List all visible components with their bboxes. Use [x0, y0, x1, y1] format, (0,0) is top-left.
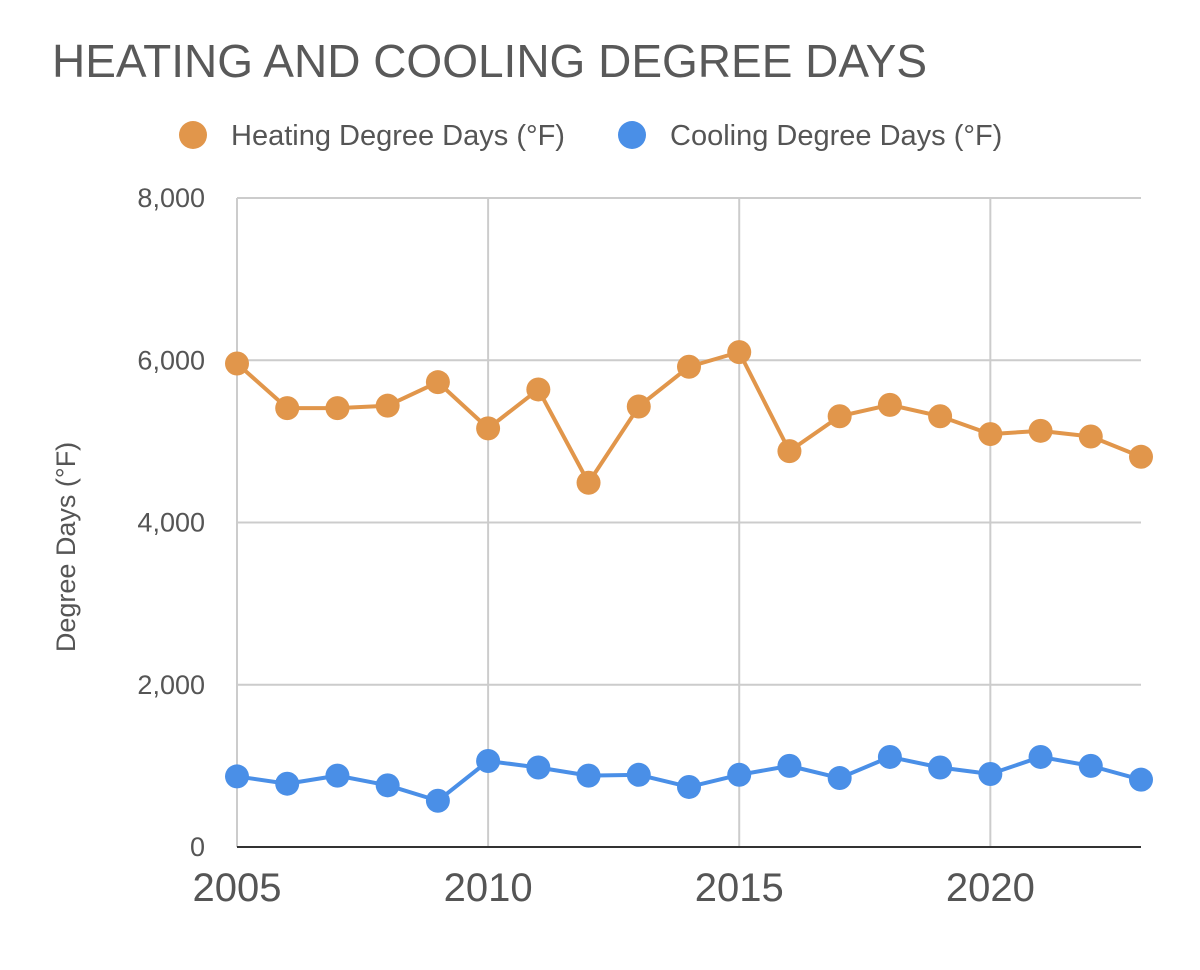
- data-point-cooling[interactable]: [275, 771, 300, 796]
- data-point-heating[interactable]: [677, 354, 701, 379]
- data-point-heating[interactable]: [978, 422, 1003, 447]
- data-point-cooling[interactable]: [476, 749, 501, 774]
- data-point-heating[interactable]: [626, 394, 651, 419]
- data-point-heating[interactable]: [928, 404, 953, 429]
- data-point-heating[interactable]: [1129, 444, 1153, 469]
- legend-label-heating: Heating Degree Days (°F): [231, 120, 565, 152]
- series-layer: [225, 340, 1153, 813]
- data-point-cooling[interactable]: [727, 762, 752, 787]
- data-point-heating[interactable]: [727, 340, 752, 365]
- legend-item-cooling[interactable]: Cooling Degree Days (°F): [618, 120, 1002, 152]
- data-point-heating[interactable]: [275, 396, 300, 421]
- data-point-cooling[interactable]: [827, 766, 852, 791]
- data-point-heating[interactable]: [225, 351, 249, 376]
- data-point-cooling[interactable]: [325, 763, 350, 788]
- x-tick-label: 2010: [444, 866, 533, 910]
- data-point-heating[interactable]: [526, 377, 551, 402]
- data-point-cooling[interactable]: [677, 774, 701, 799]
- y-tick-label: 4,000: [137, 508, 205, 538]
- data-point-cooling[interactable]: [1078, 753, 1103, 778]
- data-point-heating[interactable]: [777, 439, 802, 464]
- data-point-cooling[interactable]: [928, 755, 953, 780]
- data-point-heating[interactable]: [827, 404, 852, 429]
- y-tick-label: 8,000: [137, 183, 205, 213]
- data-point-cooling[interactable]: [425, 788, 450, 813]
- data-point-heating[interactable]: [1078, 424, 1103, 449]
- x-tick-label: 2020: [946, 866, 1035, 910]
- data-point-heating[interactable]: [375, 393, 400, 418]
- data-point-heating[interactable]: [576, 470, 601, 495]
- data-point-cooling[interactable]: [626, 762, 651, 787]
- y-tick-label: 0: [190, 832, 205, 862]
- legend-marker-cooling: [618, 121, 646, 149]
- data-point-heating[interactable]: [425, 370, 450, 395]
- data-point-heating[interactable]: [476, 416, 501, 441]
- grid-layer: [236, 197, 1141, 847]
- axis-layer: 0 2,000 4,000 6,000 8,000 2005 2010 2015 2020: [137, 183, 1141, 910]
- legend-label-cooling: Cooling Degree Days (°F): [670, 120, 1002, 152]
- data-point-heating[interactable]: [325, 396, 350, 421]
- chart-title: HEATING AND COOLING DEGREE DAYS: [52, 35, 927, 87]
- x-tick-label: 2005: [193, 866, 282, 910]
- data-point-cooling[interactable]: [225, 764, 249, 789]
- data-point-cooling[interactable]: [526, 755, 551, 780]
- data-point-cooling[interactable]: [978, 761, 1003, 786]
- legend-marker-heating: [179, 121, 207, 149]
- data-point-cooling[interactable]: [777, 753, 802, 778]
- data-point-cooling[interactable]: [576, 763, 601, 788]
- legend-item-heating[interactable]: Heating Degree Days (°F): [179, 120, 565, 152]
- x-tick-label: 2015: [695, 866, 784, 910]
- data-point-cooling[interactable]: [375, 773, 400, 798]
- data-point-cooling[interactable]: [877, 744, 902, 769]
- y-tick-label: 6,000: [137, 345, 205, 375]
- data-point-cooling[interactable]: [1129, 767, 1153, 792]
- data-point-cooling[interactable]: [1028, 744, 1053, 769]
- legend: Heating Degree Days (°F) Cooling Degree …: [179, 120, 1002, 152]
- y-axis-label: Degree Days (°F): [51, 442, 81, 652]
- data-point-heating[interactable]: [877, 392, 902, 417]
- data-point-heating[interactable]: [1028, 418, 1053, 443]
- y-tick-label: 2,000: [137, 670, 205, 700]
